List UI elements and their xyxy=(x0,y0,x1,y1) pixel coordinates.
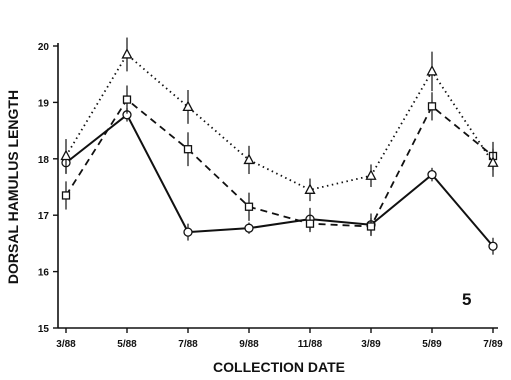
y-ticks: 15 16 17 18 19 20 xyxy=(38,42,58,335)
x-ticks: 3/88 5/88 7/88 9/88 11/88 3/89 5/89 7/89 xyxy=(56,328,503,350)
data-point-triangle xyxy=(60,149,72,161)
series-line-square xyxy=(65,98,494,228)
axes xyxy=(57,43,498,329)
x-tick-label: 7/89 xyxy=(483,339,503,350)
data-point-triangle xyxy=(426,64,438,76)
x-tick-label: 5/89 xyxy=(422,339,442,350)
y-tick-label: 17 xyxy=(38,211,50,222)
y-tick-label: 18 xyxy=(38,155,50,166)
x-tick-label: 5/88 xyxy=(117,339,137,350)
data-point-triangle xyxy=(304,183,316,194)
data-point-triangle xyxy=(487,156,499,167)
x-tick-label: 3/89 xyxy=(361,339,381,350)
data-point-circle xyxy=(427,169,437,180)
series-square xyxy=(61,85,498,235)
x-axis-title: COLLECTION DATE xyxy=(213,359,345,375)
data-point-square xyxy=(427,102,437,111)
data-point-triangle xyxy=(243,153,255,165)
x-tick-label: 3/88 xyxy=(56,339,76,350)
data-point-square xyxy=(244,202,254,211)
y-tick-label: 20 xyxy=(38,42,50,53)
series-triangle xyxy=(60,37,499,202)
y-tick-label: 15 xyxy=(38,324,50,335)
series-line-circle xyxy=(65,113,494,247)
data-point-triangle xyxy=(182,100,194,112)
data-point-triangle xyxy=(121,48,133,59)
data-point-square xyxy=(61,191,71,200)
data-point-square xyxy=(122,95,132,104)
x-tick-label: 7/88 xyxy=(178,339,198,350)
y-tick-label: 16 xyxy=(38,268,50,279)
x-tick-label: 11/88 xyxy=(298,339,323,350)
data-point-circle xyxy=(183,227,193,237)
panel-number: 5 xyxy=(462,290,471,309)
data-point-square xyxy=(183,145,193,154)
data-point-square xyxy=(366,222,376,231)
series-layer xyxy=(60,37,499,255)
series-circle xyxy=(61,108,498,255)
y-axis-title: DORSAL HAMULUS LENGTH xyxy=(5,90,21,284)
x-tick-label: 9/88 xyxy=(239,339,259,350)
y-tick-label: 19 xyxy=(38,98,50,109)
data-point-square xyxy=(305,219,315,228)
data-point-circle xyxy=(244,223,254,233)
data-point-triangle xyxy=(365,169,377,180)
series-line-triangle xyxy=(65,53,494,191)
data-point-circle xyxy=(488,241,498,251)
